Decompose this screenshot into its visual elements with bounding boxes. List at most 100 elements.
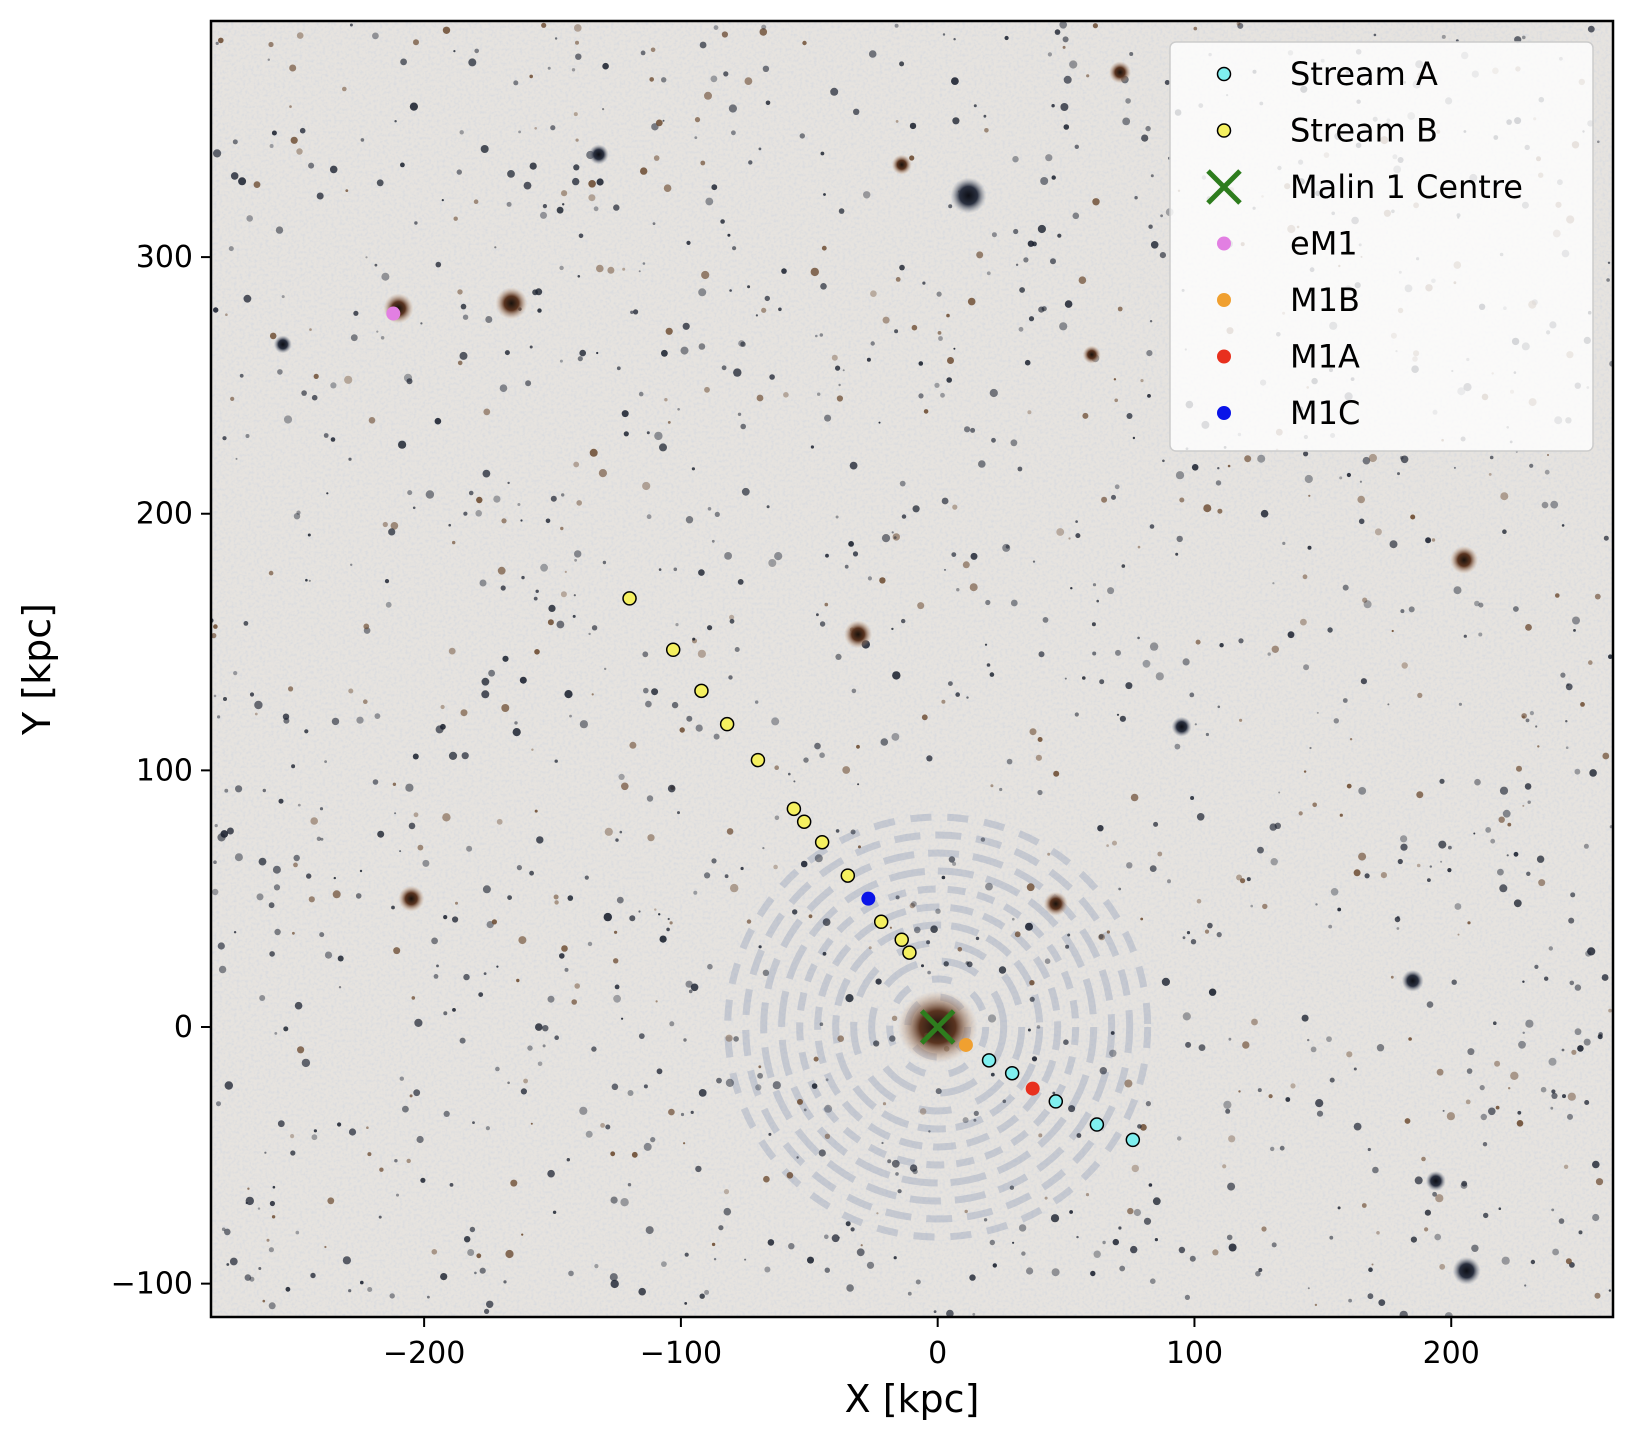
galaxy-arm xyxy=(760,849,1116,1205)
field-star xyxy=(643,1142,652,1151)
field-star xyxy=(1337,907,1342,912)
field-star xyxy=(622,267,626,271)
field-star xyxy=(1301,1014,1309,1022)
field-star xyxy=(440,704,445,710)
field-star xyxy=(1500,492,1509,501)
field-star xyxy=(728,675,733,680)
field-star xyxy=(1024,359,1031,366)
field-star xyxy=(835,365,841,371)
field-star xyxy=(909,155,915,161)
field-star xyxy=(762,847,765,850)
field-star xyxy=(1278,791,1281,794)
field-star xyxy=(713,1258,717,1261)
field-star xyxy=(1463,634,1467,638)
field-star xyxy=(741,487,750,496)
field-star xyxy=(1092,583,1097,587)
field-star xyxy=(922,281,926,285)
field-star xyxy=(1516,765,1522,772)
field-star xyxy=(1446,1112,1455,1121)
field-star xyxy=(377,830,385,838)
field-star xyxy=(1353,869,1361,877)
field-star xyxy=(1134,196,1138,200)
stream-b-point xyxy=(873,914,889,930)
field-star xyxy=(534,649,540,655)
galaxy-arm xyxy=(796,885,1080,1169)
field-star xyxy=(1050,258,1056,265)
em1-point xyxy=(386,306,401,321)
field-star xyxy=(893,536,897,539)
field-star xyxy=(268,41,274,48)
field-star xyxy=(290,1134,295,1139)
field-star xyxy=(1063,75,1072,84)
field-star xyxy=(1414,1176,1423,1185)
field-star xyxy=(819,333,823,337)
field-star xyxy=(400,58,407,66)
field-star xyxy=(661,1261,667,1267)
field-star xyxy=(394,120,397,123)
field-star xyxy=(819,752,825,758)
field-star xyxy=(217,942,225,950)
field-star xyxy=(848,541,854,547)
field-star xyxy=(233,931,237,934)
field-star xyxy=(1588,660,1593,665)
field-star xyxy=(475,510,483,517)
field-star xyxy=(778,307,782,312)
field-star xyxy=(940,392,945,398)
field-star xyxy=(1270,1146,1275,1152)
field-star xyxy=(529,345,533,349)
field-star xyxy=(616,366,621,371)
field-star xyxy=(1145,1101,1151,1107)
field-star xyxy=(1570,892,1576,898)
field-star xyxy=(814,854,823,863)
field-star xyxy=(679,727,685,733)
plot-frame xyxy=(209,19,1615,1319)
field-star xyxy=(1396,927,1400,930)
field-star xyxy=(694,136,698,140)
field-star xyxy=(1246,877,1251,882)
field-star xyxy=(768,1132,772,1136)
field-star xyxy=(986,663,991,667)
field-star xyxy=(1060,103,1069,111)
field-star xyxy=(384,579,390,584)
field-star xyxy=(269,144,274,148)
field-star xyxy=(436,964,439,968)
field-star xyxy=(222,436,227,441)
field-star xyxy=(311,1134,318,1141)
field-star xyxy=(262,788,266,793)
field-star xyxy=(682,322,690,330)
field-star xyxy=(568,1270,574,1277)
field-star xyxy=(1421,1156,1426,1162)
field-star xyxy=(220,830,229,838)
field-star xyxy=(1176,535,1183,543)
field-star xyxy=(1426,1001,1434,1008)
field-star xyxy=(545,518,551,524)
field-star xyxy=(911,324,918,331)
field-star xyxy=(223,697,227,701)
field-star xyxy=(1608,654,1613,659)
field-star xyxy=(1239,718,1243,722)
field-star xyxy=(1522,715,1525,719)
field-star xyxy=(652,222,656,226)
field-star xyxy=(268,1302,276,1310)
field-star xyxy=(1021,1251,1026,1256)
field-star xyxy=(468,58,477,67)
field-star xyxy=(1367,1293,1374,1300)
field-star xyxy=(496,965,499,968)
field-star xyxy=(1257,1088,1262,1093)
field-star xyxy=(1400,455,1409,464)
field-star xyxy=(337,955,344,962)
field-star xyxy=(918,393,924,399)
field-star xyxy=(819,621,826,627)
field-star xyxy=(630,310,634,314)
field-star xyxy=(1548,946,1554,951)
field-star xyxy=(226,827,234,835)
field-star xyxy=(1129,52,1134,56)
field-star xyxy=(1111,494,1116,500)
field-star xyxy=(953,347,956,350)
field-star xyxy=(561,945,568,952)
field-star xyxy=(1255,1270,1261,1277)
field-star xyxy=(933,1310,937,1313)
malin1-galaxy-image xyxy=(724,813,1152,1241)
field-star xyxy=(567,895,574,901)
field-star xyxy=(452,916,459,923)
